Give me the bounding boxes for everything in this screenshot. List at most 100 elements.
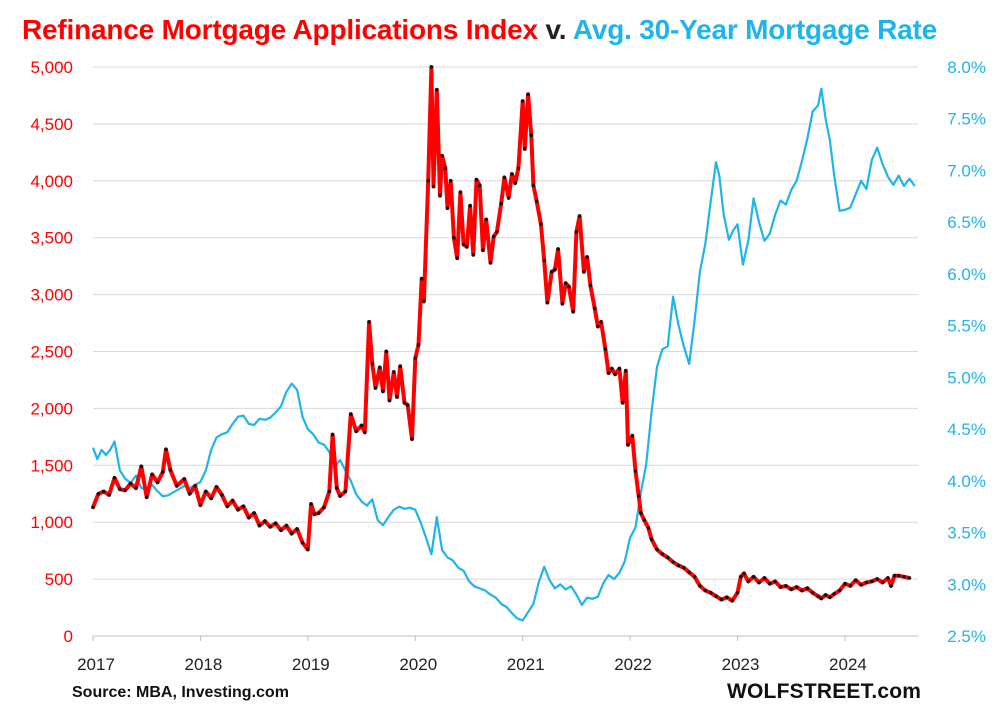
refi-index-point	[134, 486, 138, 490]
refi-index-point	[230, 498, 235, 503]
refi-index-point	[295, 527, 299, 531]
refi-index-point	[730, 598, 734, 603]
gridlines	[93, 66, 918, 637]
refi-index-point	[819, 596, 824, 601]
refi-index-point	[398, 364, 403, 369]
refi-index-point	[168, 468, 173, 472]
refi-index-point	[419, 276, 424, 281]
refi-index-point	[279, 528, 283, 532]
refi-index-point	[461, 242, 466, 247]
rate-line	[91, 87, 916, 622]
refi-index-point	[416, 342, 421, 347]
refi-index-point	[343, 489, 348, 494]
refi-index-point	[241, 504, 246, 509]
title-connector: v.	[545, 14, 567, 45]
refi-index-point	[560, 301, 565, 306]
refi-index-point	[402, 400, 407, 405]
left-tick-label: 3,000	[30, 286, 73, 305]
refi-index-point	[889, 584, 893, 588]
refi-index-point	[452, 235, 456, 240]
refi-index-point	[636, 494, 641, 498]
refi-index-point	[335, 486, 339, 490]
refi-index-point	[746, 579, 751, 584]
refi-index-point	[853, 578, 858, 582]
refi-index-point	[523, 147, 527, 151]
left-tick-label: 5,000	[30, 58, 73, 77]
refi-index-point	[112, 476, 117, 480]
refi-index-point	[471, 253, 476, 257]
refi-index-point	[387, 398, 392, 403]
refi-index-point	[422, 299, 426, 304]
refi-index-point	[495, 230, 499, 234]
refi-index-point	[225, 504, 230, 509]
refi-index-point	[316, 511, 321, 515]
refi-index-point	[273, 521, 278, 526]
refi-index-point	[639, 511, 643, 515]
refi-index-point	[359, 423, 364, 428]
refi-index-point	[477, 183, 482, 188]
refi-index-point	[481, 248, 485, 252]
refi-index-point	[327, 489, 332, 494]
x-tick-label: 2020	[399, 655, 437, 674]
x-tick-label: 2017	[77, 655, 115, 674]
right-tick-label: 4.0%	[947, 472, 986, 491]
refi-index-point	[714, 594, 718, 598]
refi-index-point	[823, 593, 828, 597]
refi-index-point	[531, 183, 536, 188]
right-tick-label: 5.0%	[947, 368, 986, 387]
refi-index-point	[349, 412, 353, 416]
refi-index-point	[330, 432, 335, 437]
refi-index-point	[671, 560, 675, 564]
refi-index-point	[440, 154, 444, 158]
refi-index-point	[588, 283, 593, 288]
refi-index-point	[338, 494, 342, 498]
refi-index-point	[805, 586, 810, 590]
refi-index-point	[499, 201, 504, 206]
refi-index-point	[633, 469, 638, 473]
refi-index-point	[198, 503, 203, 507]
refi-index-point	[773, 579, 777, 584]
refi-index-point	[837, 588, 842, 593]
refi-index-point	[312, 512, 317, 516]
refi-index-point	[592, 306, 597, 311]
refi-index-point	[606, 371, 611, 375]
right-tick-label: 7.5%	[947, 110, 986, 129]
right-tick-label: 6.0%	[947, 265, 986, 284]
refi-index-point	[735, 591, 740, 595]
refi-index-point	[150, 472, 154, 477]
refi-index-point	[438, 193, 442, 198]
left-tick-label: 1,500	[30, 456, 73, 475]
refi-index-point	[413, 356, 418, 361]
refi-index-point	[155, 480, 160, 485]
refi-index-point	[848, 584, 853, 588]
right-tick-label: 5.5%	[947, 317, 986, 336]
refi-index-point	[646, 526, 651, 530]
refi-index-point	[123, 488, 127, 493]
refi-index-series	[91, 65, 912, 603]
refi-index-point	[448, 179, 453, 183]
refi-index-point	[613, 372, 617, 377]
x-tick-label: 2021	[507, 655, 545, 674]
refi-index-point	[289, 531, 294, 536]
right-tick-label: 7.0%	[947, 161, 986, 180]
left-axis: 0 500 1,000 1,500 2,000 2,500 3,000 3,500 4,000 4…	[30, 58, 73, 646]
left-tick-label: 2,500	[30, 343, 73, 362]
refi-index-point	[263, 519, 267, 523]
refi-index-point	[526, 92, 530, 97]
refi-index-point	[455, 256, 460, 261]
refi-index-point	[284, 523, 289, 528]
refi-index-point	[800, 588, 804, 593]
refi-index-point	[306, 547, 310, 552]
refi-index-point	[354, 429, 359, 434]
refi-index-point	[488, 260, 493, 265]
refi-index-point	[545, 300, 550, 305]
refi-index-point	[859, 583, 863, 587]
right-tick-label: 2.5%	[947, 627, 986, 646]
left-tick-label: 3,500	[30, 229, 73, 248]
left-tick-label: 4,000	[30, 172, 73, 191]
refi-index-point	[585, 255, 589, 259]
refi-index-point	[363, 430, 367, 435]
refi-index-point	[864, 580, 869, 585]
refi-index-point	[474, 177, 479, 182]
